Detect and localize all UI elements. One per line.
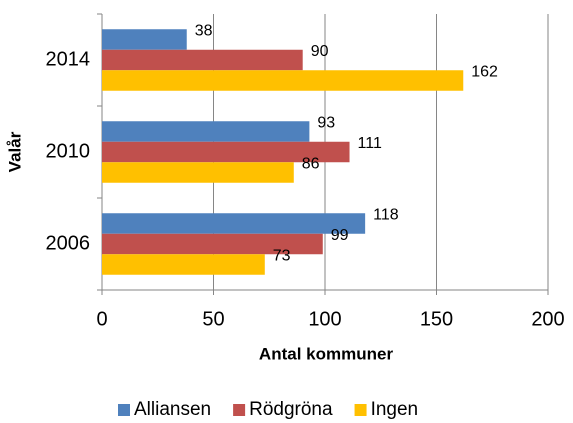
data-label: 93: [317, 115, 335, 132]
legend-swatch: [233, 404, 246, 416]
data-label: 162: [471, 64, 498, 81]
bar: [102, 49, 303, 71]
data-label: 73: [273, 248, 291, 265]
x-tick-label: 150: [420, 308, 453, 330]
legend-label: Alliansen: [134, 399, 211, 420]
bar: [102, 29, 187, 50]
y-tick-label: 2014: [46, 48, 91, 70]
y-tick-label: 2006: [46, 232, 91, 254]
legend-swatch: [118, 404, 130, 416]
legend-label: Rödgröna: [249, 399, 333, 420]
y-axis-title: Valår: [5, 131, 24, 172]
x-tick-label: 0: [96, 308, 107, 330]
legend-label: Ingen: [371, 399, 419, 420]
bar: [102, 70, 464, 91]
legend-swatch: [354, 404, 367, 416]
bar: [102, 213, 366, 234]
x-tick-label: 200: [531, 308, 564, 330]
bar: [102, 141, 350, 163]
data-label: 86: [302, 156, 320, 173]
y-tick-label: 2010: [46, 140, 91, 162]
bar: [102, 254, 265, 275]
x-axis-title: Antal kommuner: [259, 344, 394, 363]
data-label: 111: [358, 135, 382, 152]
bar: [102, 121, 310, 142]
data-label: 99: [331, 227, 349, 244]
x-tick-label: 100: [308, 308, 341, 330]
bar: [102, 233, 323, 255]
data-label: 118: [373, 207, 399, 224]
data-label: 90: [311, 43, 329, 60]
data-label: 38: [195, 23, 213, 40]
bar: [102, 162, 294, 183]
x-tick-label: 50: [202, 308, 224, 330]
